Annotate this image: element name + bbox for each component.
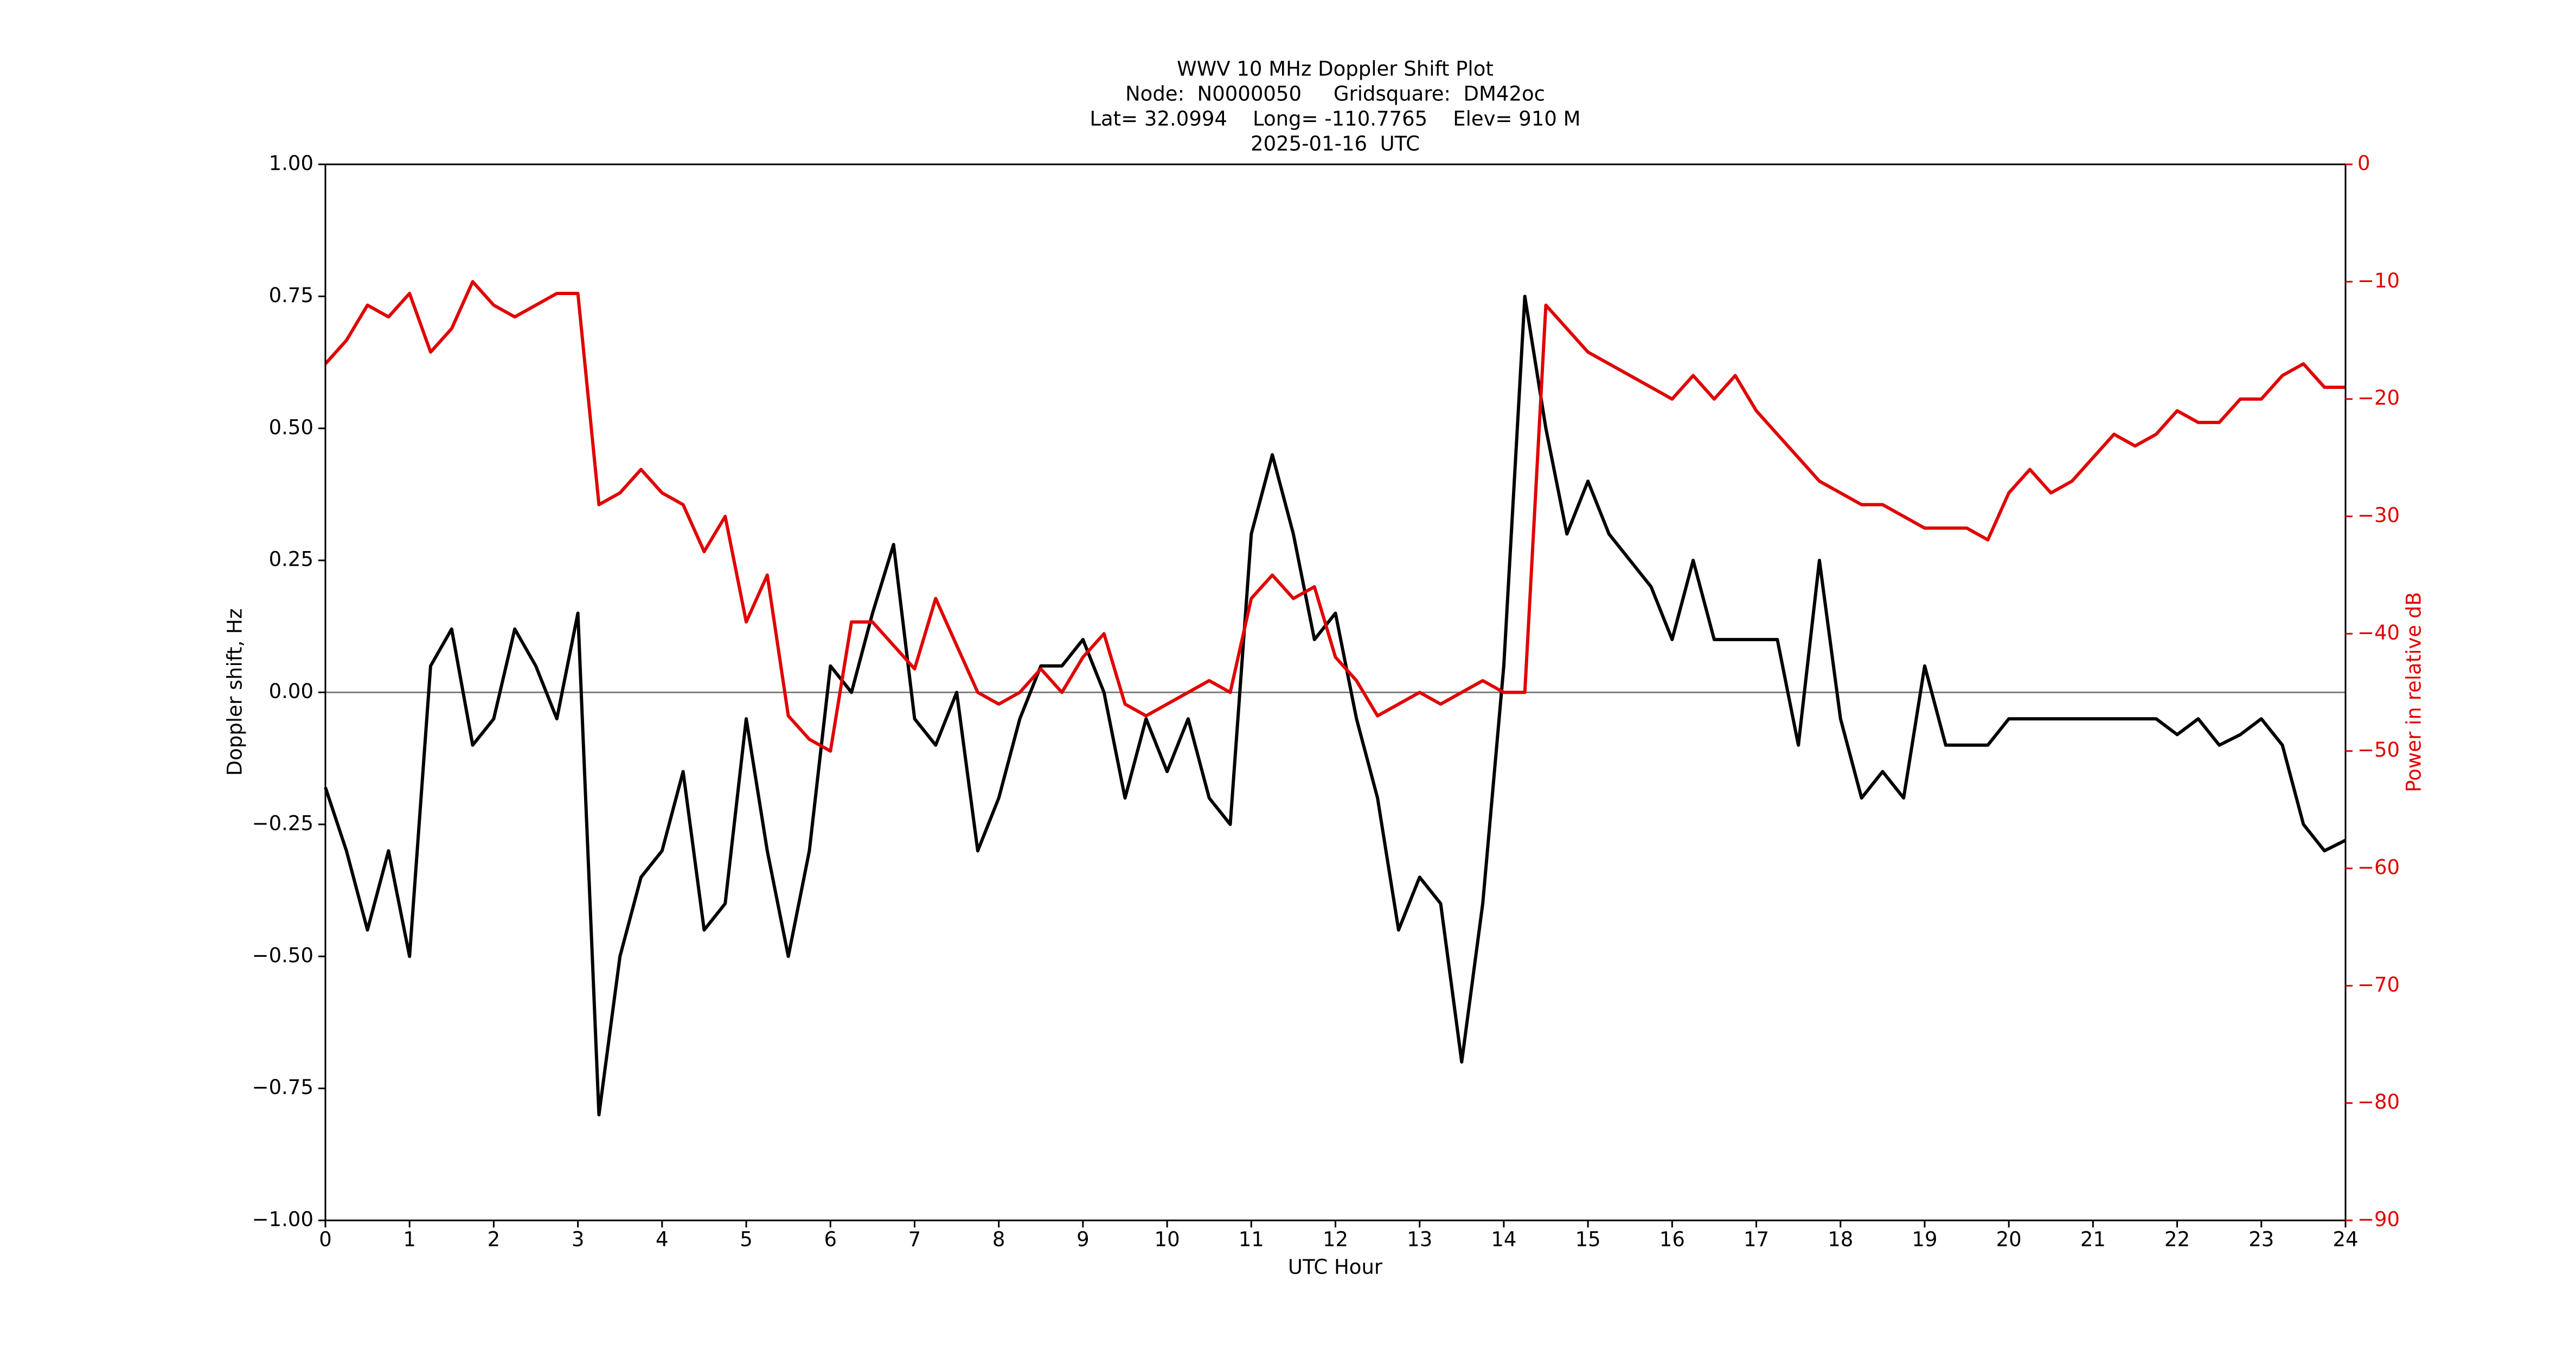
- y-tick-label: 0.25: [269, 548, 313, 571]
- x-tick-label: 0: [319, 1228, 332, 1251]
- y-tick-label: −0.50: [252, 944, 313, 967]
- y-axis-label: Doppler shift, Hz: [223, 609, 247, 776]
- y2-tick-label: −70: [2357, 973, 2400, 996]
- x-tick-label: 23: [2248, 1228, 2274, 1251]
- x-tick-label: 3: [572, 1228, 585, 1251]
- x-tick-label: 9: [1076, 1228, 1090, 1251]
- y2-tick-label: −40: [2357, 621, 2400, 644]
- x-tick-label: 16: [1659, 1228, 1685, 1251]
- x-tick-label: 6: [824, 1228, 837, 1251]
- y2-tick-label: −10: [2357, 269, 2400, 292]
- chart-subtitle: Node: N0000050 Gridsquare: DM42oc: [1125, 82, 1545, 106]
- y2-tick-label: −60: [2357, 856, 2400, 879]
- x-tick-label: 22: [2164, 1228, 2190, 1251]
- x-tick-label: 15: [1575, 1228, 1601, 1251]
- x-tick-label: 11: [1239, 1228, 1264, 1251]
- chart-subtitle: 2025-01-16 UTC: [1251, 132, 1420, 156]
- x-tick-label: 12: [1323, 1228, 1348, 1251]
- x-tick-label: 7: [908, 1228, 921, 1251]
- x-tick-label: 14: [1491, 1228, 1516, 1251]
- x-tick-label: 13: [1407, 1228, 1432, 1251]
- x-tick-label: 17: [1744, 1228, 1769, 1251]
- chart-title: WWV 10 MHz Doppler Shift Plot: [1177, 57, 1494, 81]
- y2-tick-label: −90: [2357, 1208, 2400, 1231]
- x-tick-label: 19: [1912, 1228, 1937, 1251]
- y2-tick-label: −80: [2357, 1090, 2400, 1114]
- y2-tick-label: −20: [2357, 386, 2400, 410]
- chart-subtitle: Lat= 32.0994 Long= -110.7765 Elev= 910 M: [1090, 107, 1580, 131]
- x-axis-label: UTC Hour: [1288, 1256, 1383, 1279]
- x-tick-label: 5: [740, 1228, 753, 1251]
- y-tick-label: 0.50: [269, 415, 313, 439]
- y-tick-label: 1.00: [269, 152, 313, 175]
- x-tick-label: 8: [992, 1228, 1005, 1251]
- x-tick-label: 2: [488, 1228, 501, 1251]
- x-tick-label: 21: [2080, 1228, 2106, 1251]
- x-tick-label: 1: [403, 1228, 416, 1251]
- y-tick-label: 0.75: [269, 284, 313, 307]
- y2-axis-label: Power in relative dB: [2402, 592, 2426, 792]
- y-tick-label: −1.00: [252, 1208, 313, 1231]
- x-tick-label: 10: [1155, 1228, 1180, 1251]
- x-tick-label: 4: [656, 1228, 669, 1251]
- y-tick-label: 0.00: [269, 680, 313, 703]
- y-tick-label: −0.75: [252, 1076, 313, 1099]
- y-tick-label: −0.25: [252, 811, 313, 835]
- data-line: [324, 280, 2346, 753]
- x-tick-label: 20: [1996, 1228, 2022, 1251]
- y2-tick-label: −50: [2357, 738, 2400, 762]
- data-line: [324, 295, 2347, 1117]
- y2-tick-label: 0: [2357, 152, 2370, 175]
- x-tick-label: 24: [2333, 1228, 2358, 1251]
- y2-tick-label: −30: [2357, 504, 2400, 527]
- x-tick-label: 18: [1828, 1228, 1853, 1251]
